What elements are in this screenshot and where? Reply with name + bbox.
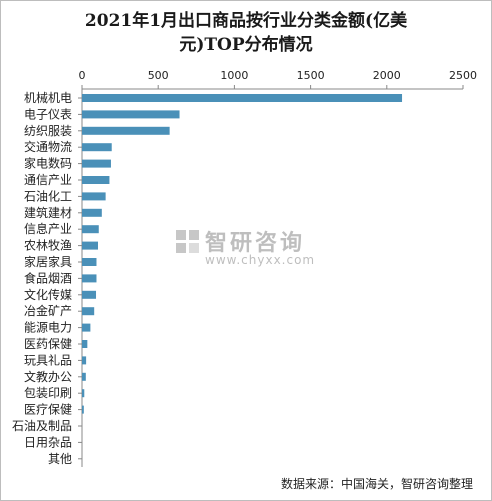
category-label: 机械机电: [24, 90, 72, 105]
bar: [82, 307, 95, 316]
bar: [82, 405, 84, 414]
category-label: 纺织服装: [24, 124, 72, 138]
bar: [82, 372, 86, 381]
category-label: 能源电力: [24, 321, 72, 335]
bar: [82, 225, 99, 234]
category-label: 医药保健: [24, 337, 72, 351]
chart-title-line-2: 元)TOP分布情况: [179, 35, 313, 55]
bar: [82, 389, 85, 398]
category-label: 石油及制品: [12, 419, 72, 433]
bar: [82, 258, 97, 266]
category-label: 包装印刷: [24, 386, 72, 400]
x-tick-label: 500: [148, 69, 169, 82]
bar: [82, 340, 88, 348]
bar: [82, 176, 110, 184]
watermark-text: 智研咨询: [205, 231, 306, 256]
category-label: 信息产业: [24, 221, 72, 236]
bar: [82, 94, 403, 102]
bar: [82, 143, 112, 152]
bar: [82, 208, 102, 217]
chart-title-line-1: 2021年1月出口商品按行业分类金额(亿美: [84, 11, 408, 31]
category-label: 建筑建材: [24, 205, 72, 220]
source-note: 数据来源：中国海关，智研咨询整理: [280, 477, 473, 491]
watermark: 智研咨询 www.chyxx.com: [171, 225, 321, 275]
category-label: 玩具礼品: [24, 352, 72, 367]
category-label: 食品烟酒: [24, 270, 72, 285]
bar: [82, 192, 106, 201]
bar: [82, 159, 111, 168]
bar: [82, 126, 170, 135]
bar: [82, 274, 97, 283]
category-label: 日用杂品: [24, 435, 72, 449]
bar: [82, 241, 99, 250]
x-tick-label: 2000: [373, 69, 401, 82]
bar: [82, 323, 91, 332]
category-label: 交通物流: [24, 139, 72, 154]
category-label: 医疗保健: [24, 403, 72, 417]
category-label: 石油化工: [24, 189, 72, 203]
x-tick-label: 0: [79, 69, 86, 82]
category-label: 电子仪表: [24, 107, 72, 121]
chart-title: 2021年1月出口商品按行业分类金额(亿美 元)TOP分布情况: [1, 9, 491, 57]
bar: [82, 110, 180, 119]
category-label: 家居家具: [24, 254, 72, 269]
x-tick-label: 1000: [220, 69, 248, 82]
category-label: 通信产业: [24, 173, 72, 187]
x-tick-label: 2500: [449, 69, 477, 82]
category-label: 冶金矿产: [24, 303, 72, 318]
category-label: 家电数码: [24, 156, 72, 171]
watermark-url: www.chyxx.com: [205, 253, 316, 267]
x-tick-label: 1500: [297, 69, 325, 82]
category-label: 文教办公: [24, 369, 72, 384]
bar: [82, 290, 97, 299]
category-label: 文化传媒: [24, 287, 72, 302]
bar: [82, 356, 87, 365]
category-label: 其他: [48, 452, 72, 466]
category-label: 农林牧渔: [24, 239, 72, 253]
watermark-logo-icon: [176, 230, 199, 253]
